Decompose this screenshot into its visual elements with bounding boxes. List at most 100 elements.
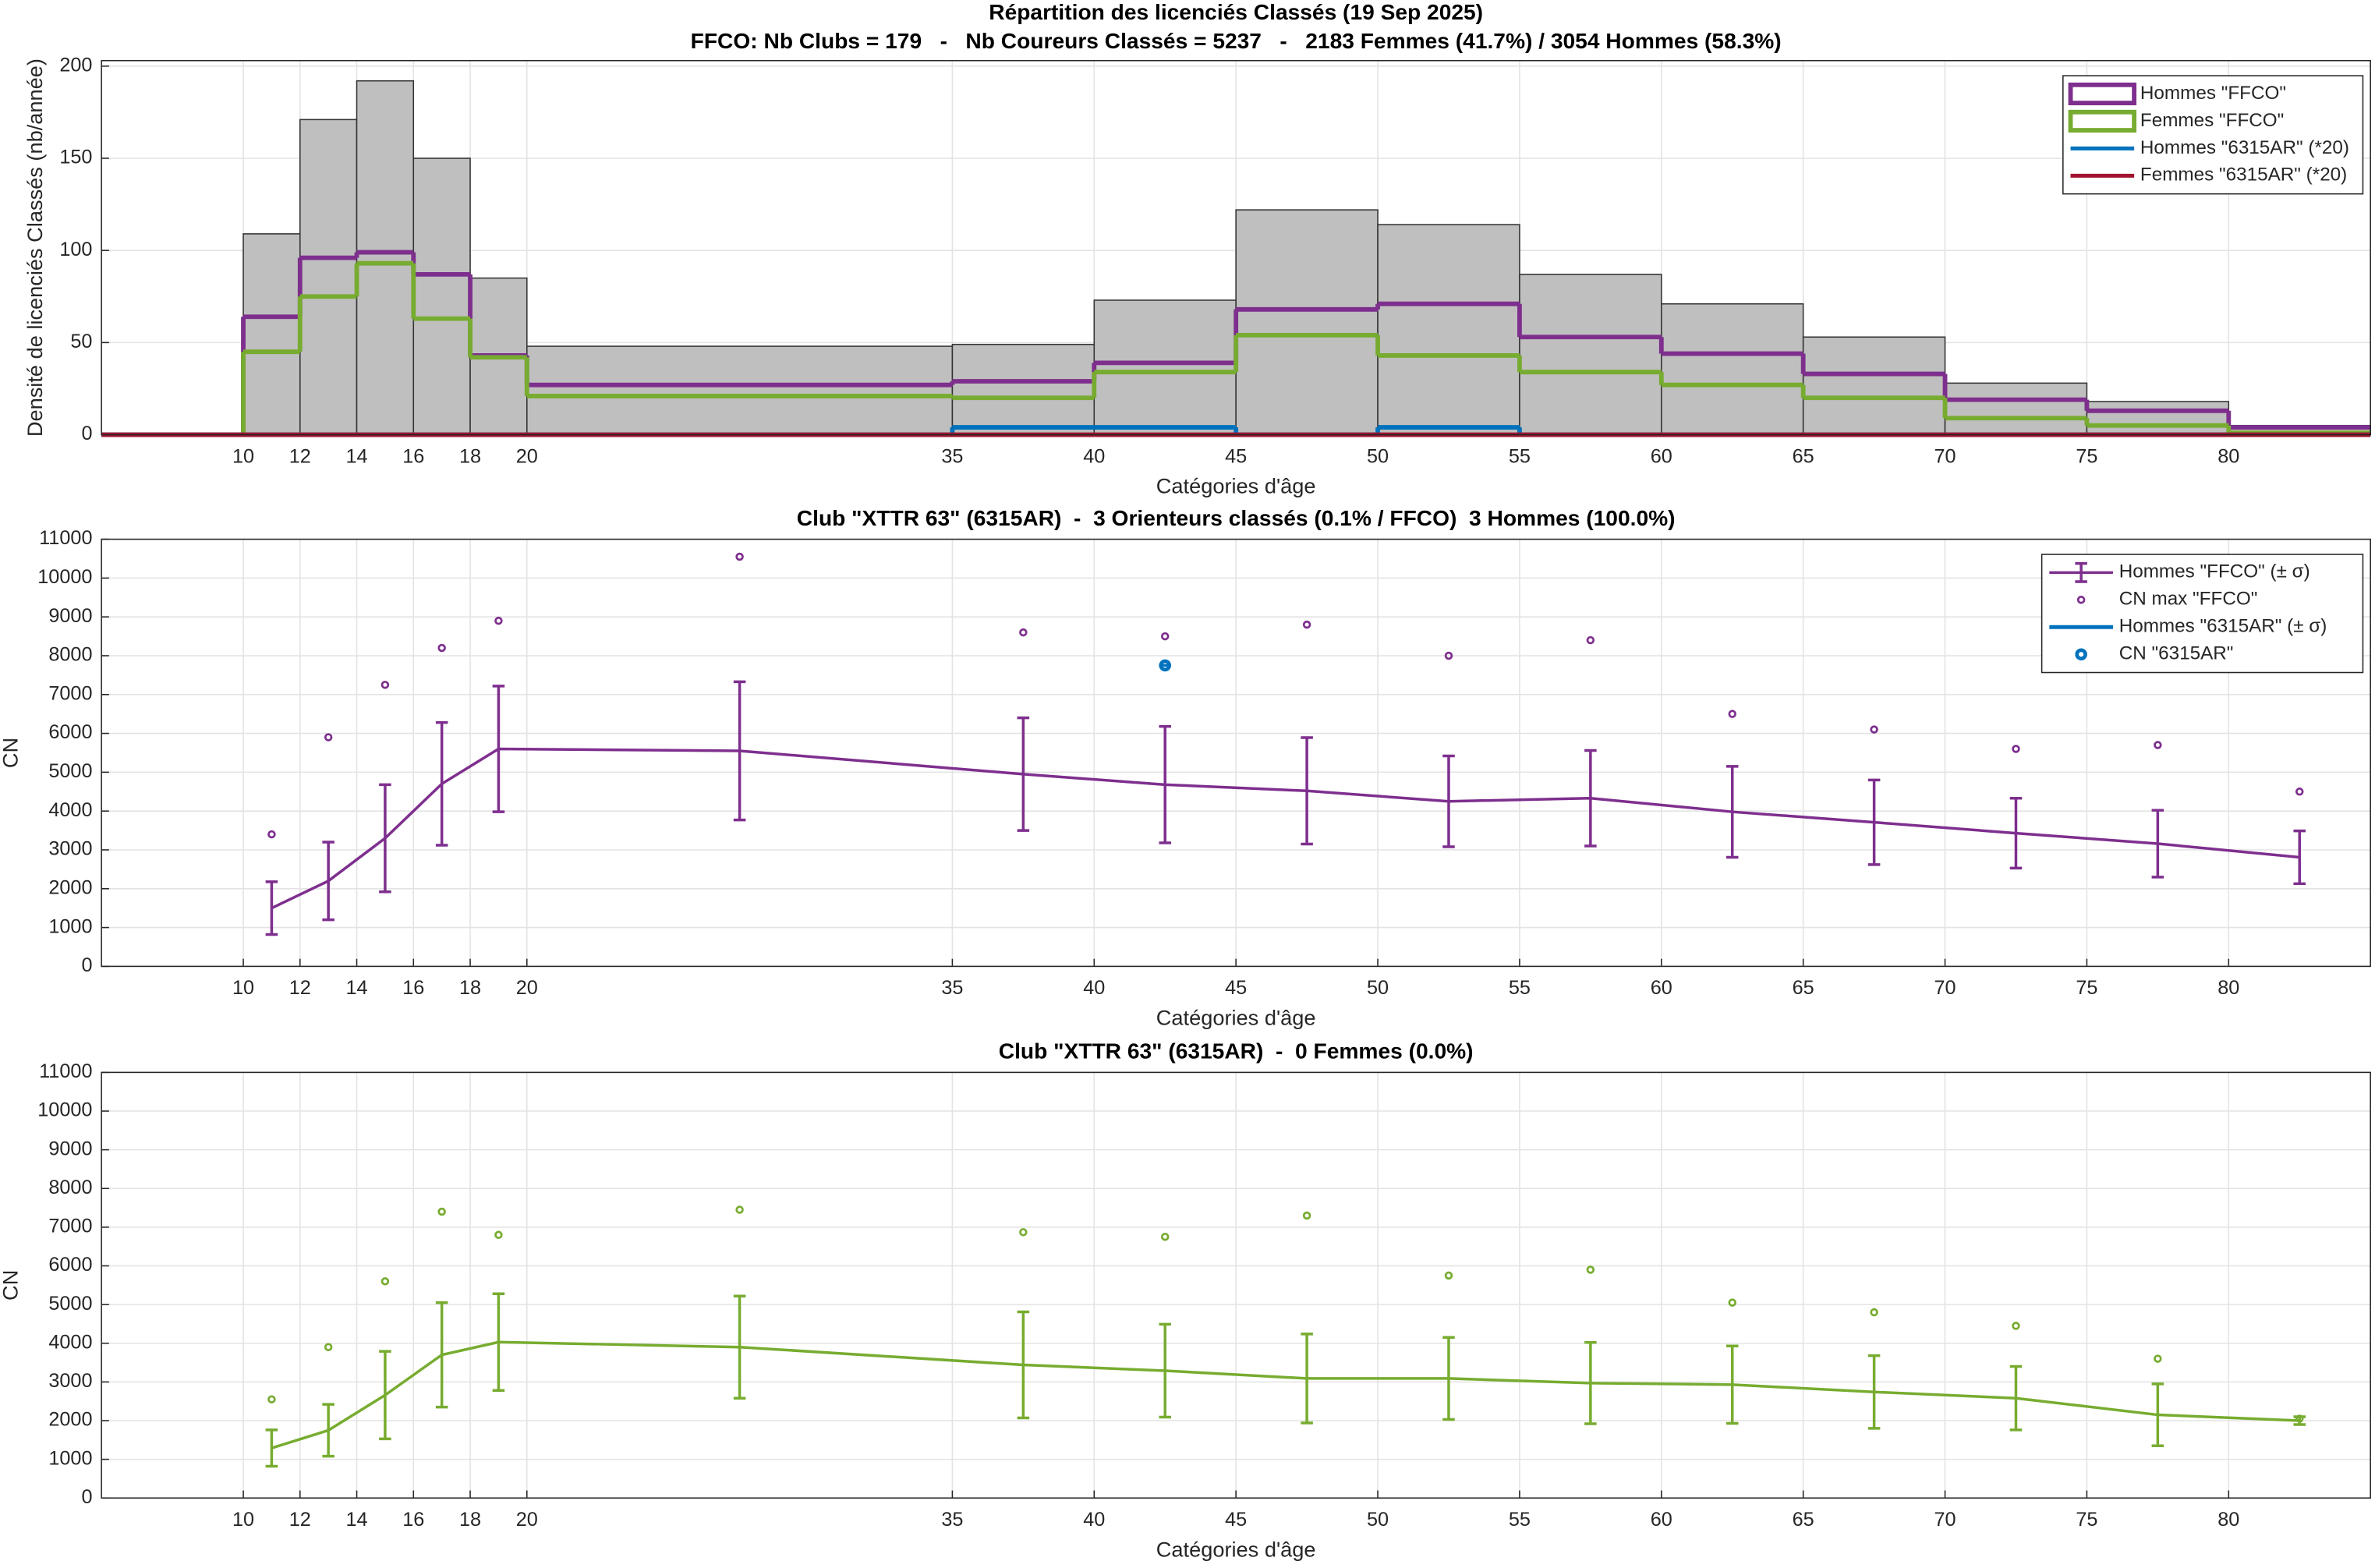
marker [437, 643, 446, 653]
legend-label: Femmes "FFCO" [2140, 110, 2284, 131]
x-tick-label: 35 [941, 445, 963, 467]
histogram-bar [299, 119, 358, 436]
histogram-bar [1235, 209, 1379, 436]
error-bar [2293, 829, 2306, 886]
x-tick-label: 40 [1083, 445, 1105, 467]
marker [1160, 632, 1170, 641]
x-tick-label: 12 [289, 977, 311, 999]
histogram-bar [526, 345, 954, 436]
marker [1870, 1308, 1878, 1317]
marker [1870, 725, 1878, 734]
y-tick-label: 6000 [48, 721, 92, 743]
legend-icon [2075, 561, 2087, 583]
x-tick-label: 75 [2076, 445, 2097, 467]
x-tick-label: 14 [345, 1509, 367, 1531]
marker [380, 681, 390, 689]
error-bar [322, 1403, 334, 1458]
histogram-bar [1944, 382, 2088, 436]
marker [1444, 651, 1453, 660]
y-tick-label: 0 [81, 1486, 92, 1508]
x-tick-label: 70 [1934, 977, 1956, 999]
marker [1019, 628, 1028, 637]
error-bar [1867, 1354, 1881, 1430]
marker [1586, 1265, 1595, 1274]
histogram-bar [951, 343, 1095, 436]
y-tick-label: 200 [59, 54, 92, 76]
error-bar [322, 841, 334, 922]
marker [735, 1205, 744, 1214]
legend-label: Hommes "6315AR" (*20) [2140, 137, 2349, 158]
y-tick-label: 3000 [48, 838, 92, 860]
marker [2012, 1322, 2020, 1330]
y-tick-label: 5000 [48, 1293, 92, 1315]
line [271, 747, 2300, 910]
marker [735, 552, 744, 561]
y-axis-label: CN [0, 1270, 23, 1301]
marker [2295, 788, 2304, 796]
x-tick-label: 50 [1367, 1509, 1389, 1531]
x-tick-label: 45 [1225, 977, 1247, 999]
y-tick-label: 11000 [39, 1060, 92, 1082]
marker [2154, 1354, 2162, 1363]
x-tick-label: 18 [459, 977, 481, 999]
error-bar [379, 783, 391, 894]
marker [1160, 1233, 1170, 1241]
error-bar [1301, 736, 1313, 846]
marker [1019, 1228, 1028, 1237]
histogram-bar [412, 158, 471, 436]
legend-label: CN "6315AR" [2119, 643, 2234, 664]
x-axis-label: Catégories d'âge [1156, 1537, 1316, 1561]
legend-label: Hommes "FFCO" [2140, 83, 2286, 104]
x-tick-label: 80 [2217, 977, 2239, 999]
histogram-bar [356, 80, 415, 436]
marker [2012, 745, 2020, 753]
x-tick-label: 40 [1083, 1509, 1105, 1531]
marker [267, 1395, 276, 1403]
y-tick-label: 50 [70, 331, 92, 352]
marker [2295, 1414, 2304, 1423]
error-bar [1584, 1341, 1597, 1425]
x-tick-label: 12 [289, 445, 311, 467]
y-tick-label: 7000 [48, 682, 92, 704]
x-tick-label: 45 [1225, 445, 1247, 467]
y-tick-label: 6000 [48, 1254, 92, 1276]
y-tick-label: 2000 [48, 1409, 92, 1431]
histogram-bar [1661, 303, 1804, 436]
axes-box [101, 59, 2371, 436]
legend-label: Hommes "6315AR" (± σ) [2119, 616, 2327, 637]
x-tick-label: 20 [516, 977, 538, 999]
x-tick-label: 60 [1651, 1509, 1672, 1531]
error-bar [733, 1294, 746, 1400]
x-tick-label: 75 [2076, 1509, 2097, 1531]
x-tick-label: 50 [1367, 977, 1389, 999]
error-bar [1867, 778, 1881, 866]
axes-box [101, 1071, 2371, 1499]
error-bar [265, 1428, 278, 1468]
x-tick-label: 16 [402, 1509, 424, 1531]
marker [324, 733, 333, 742]
legend-label: CN max "FFCO" [2119, 589, 2258, 610]
y-tick-label: 0 [81, 423, 92, 444]
histogram-bar [1802, 336, 1946, 436]
legend-icon [2068, 82, 2137, 106]
x-tick-label: 18 [459, 1509, 481, 1531]
y-tick-label: 8000 [48, 644, 92, 666]
error-bar [2009, 797, 2023, 870]
x-tick-label: 45 [1225, 1509, 1247, 1531]
error-bar [2151, 809, 2164, 879]
error-bar [1017, 716, 1030, 832]
y-axis-label: Densité de licenciés Classés (nb/année) [23, 58, 47, 437]
marker [1302, 620, 1311, 629]
marker [1444, 1271, 1453, 1280]
legend-box [2041, 554, 2364, 674]
marker [380, 1277, 390, 1286]
x-tick-label: 65 [1793, 1509, 1814, 1531]
x-tick-label: 50 [1367, 445, 1389, 467]
error-bar [265, 880, 278, 936]
chart-title: Club "XTTR 63" (6315AR) - 0 Femmes (0.0%… [999, 1039, 1474, 1064]
x-tick-label: 70 [1934, 1509, 1956, 1531]
y-tick-label: 10000 [37, 566, 92, 588]
y-tick-label: 4000 [48, 1331, 92, 1353]
error-bar [1442, 754, 1455, 848]
